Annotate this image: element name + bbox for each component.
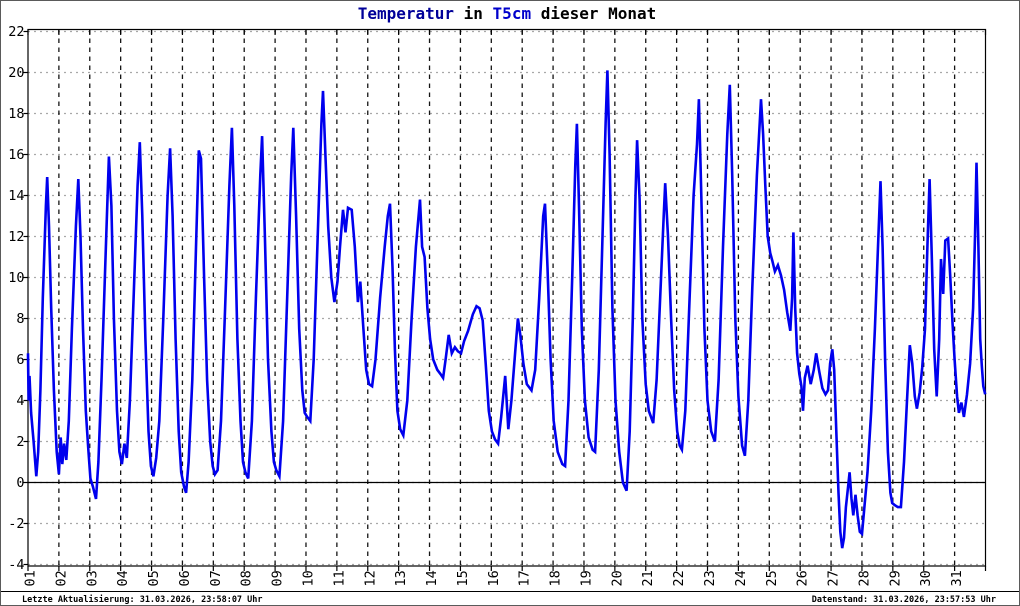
svg-text:14: 14	[424, 570, 440, 586]
svg-text:01: 01	[23, 570, 39, 586]
svg-text:15: 15	[455, 570, 471, 586]
svg-text:08: 08	[239, 570, 255, 586]
svg-text:05: 05	[146, 570, 162, 586]
x-axis-day-labels: 01 02 03 04 05 06 07 08 09 10 11 12 13 14 15 16 17 18 19 20…	[23, 570, 966, 586]
svg-text:-2: -2	[8, 516, 24, 532]
svg-text:18: 18	[548, 570, 564, 586]
svg-text:20: 20	[609, 570, 625, 586]
svg-text:14: 14	[8, 188, 24, 204]
svg-text:-4: -4	[8, 557, 24, 573]
svg-text:12: 12	[8, 229, 24, 245]
temperature-line	[26, 70, 987, 549]
chart-title: Temperatur in T5cm dieser Monat	[358, 4, 657, 23]
svg-text:26: 26	[795, 570, 811, 586]
vertical-day-gridlines	[58, 29, 956, 566]
svg-text:6: 6	[16, 352, 24, 368]
svg-text:23: 23	[702, 570, 718, 586]
svg-text:11: 11	[331, 570, 347, 586]
svg-text:0: 0	[16, 475, 24, 491]
status-bar: Letzte Aktualisierung: 31.03.2026, 23:58…	[1, 591, 1019, 605]
svg-text:22: 22	[8, 24, 24, 40]
svg-text:25: 25	[764, 570, 780, 586]
svg-text:18: 18	[8, 106, 24, 122]
svg-text:20: 20	[8, 65, 24, 81]
svg-text:16: 16	[8, 147, 24, 163]
svg-text:28: 28	[856, 570, 872, 586]
svg-text:10: 10	[8, 270, 24, 286]
svg-text:16: 16	[486, 570, 502, 586]
svg-text:27: 27	[826, 570, 842, 586]
svg-text:29: 29	[887, 570, 903, 586]
svg-text:12: 12	[362, 570, 378, 586]
svg-text:10: 10	[300, 570, 316, 586]
svg-text:24: 24	[733, 570, 749, 586]
svg-text:4: 4	[16, 393, 24, 409]
svg-text:8: 8	[16, 311, 24, 327]
axis-ticks	[23, 29, 987, 571]
svg-text:02: 02	[53, 570, 69, 586]
svg-text:22: 22	[671, 570, 687, 586]
svg-text:19: 19	[578, 570, 594, 586]
svg-text:2: 2	[16, 434, 24, 450]
svg-text:21: 21	[640, 570, 656, 586]
svg-text:09: 09	[270, 570, 286, 586]
svg-text:31: 31	[949, 570, 965, 586]
svg-text:13: 13	[393, 570, 409, 586]
last-update-text: Letzte Aktualisierung: 31.03.2026, 23:58…	[22, 595, 263, 605]
svg-text:30: 30	[918, 570, 934, 586]
svg-text:17: 17	[517, 570, 533, 586]
data-timestamp-text: Datenstand: 31.03.2026, 23:57:53 Uhr	[811, 595, 996, 605]
svg-text:06: 06	[177, 570, 193, 586]
svg-text:03: 03	[84, 570, 100, 586]
svg-text:04: 04	[115, 570, 131, 586]
plot-axes	[27, 28, 987, 567]
horizontal-gridlines	[28, 30, 986, 566]
svg-text:07: 07	[208, 570, 224, 586]
